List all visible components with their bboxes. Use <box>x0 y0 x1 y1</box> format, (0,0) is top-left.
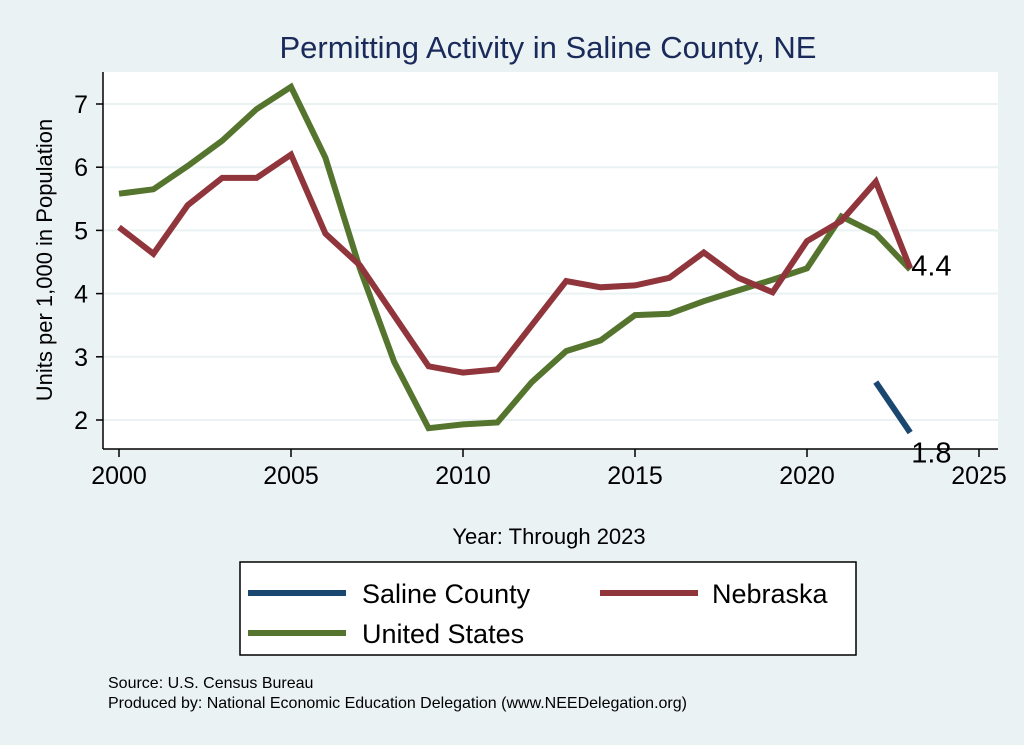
y-tick-label: 3 <box>74 344 88 372</box>
end-label-saline-county: 1.8 <box>911 438 951 470</box>
chart-title: Permitting Activity in Saline County, NE <box>280 30 817 65</box>
x-tick-label: 2020 <box>779 462 835 490</box>
y-tick-label: 7 <box>74 91 88 119</box>
end-label-nebraska: 4.4 <box>911 250 951 282</box>
producer-note: Produced by: National Economic Education… <box>108 695 687 712</box>
y-tick-label: 4 <box>74 281 88 309</box>
legend-label-saline: Saline County <box>362 579 531 609</box>
x-tick-label: 2000 <box>91 462 147 490</box>
legend: Saline County Nebraska United States <box>239 561 857 656</box>
legend-label-nebraska: Nebraska <box>712 579 829 609</box>
y-tick-label: 5 <box>74 217 88 245</box>
x-tick-label: 2010 <box>435 462 491 490</box>
series-line-nebraska <box>117 150 913 376</box>
series-line-saline-county <box>873 380 913 435</box>
plot-area <box>103 72 998 449</box>
series-line-united-states <box>118 82 913 432</box>
y-tick-label: 6 <box>74 154 88 182</box>
x-tick-label: 2015 <box>607 462 663 490</box>
source-note: Source: U.S. Census Bureau <box>108 675 313 692</box>
y-tick-label: 2 <box>74 407 88 435</box>
x-tick-label: 2025 <box>951 462 1007 490</box>
y-axis-label: Units per 1,000 in Population <box>32 119 57 402</box>
x-tick-label: 2005 <box>263 462 319 490</box>
legend-label-us: United States <box>362 619 524 649</box>
x-axis-label: Year: Through 2023 <box>452 524 645 549</box>
